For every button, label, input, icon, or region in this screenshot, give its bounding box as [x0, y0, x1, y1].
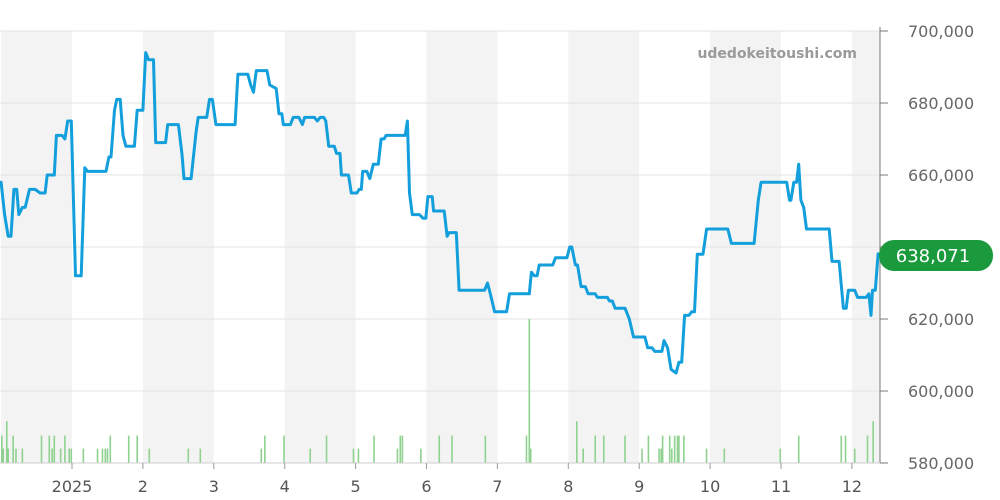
current-value-label: 638,071 [896, 246, 970, 267]
y-tick-label: 660,000 [908, 166, 974, 185]
x-tick-label: 2 [138, 477, 148, 496]
x-tick-label: 2025 [52, 477, 93, 496]
x-tick-label: 3 [209, 477, 219, 496]
x-tick-label: 7 [492, 477, 502, 496]
y-tick-label: 600,000 [908, 382, 974, 401]
volume-bars [1, 319, 874, 463]
x-tick-label: 12 [842, 477, 862, 496]
y-tick-label: 580,000 [908, 454, 974, 473]
price-series [0, 51, 880, 375]
x-tick-label: 9 [634, 477, 644, 496]
y-tick-label: 680,000 [908, 94, 974, 113]
gridlines [0, 30, 880, 464]
current-value-badge-bg [879, 240, 993, 271]
watermark: udedokeitoushi.com [697, 46, 857, 62]
y-tick-label: 620,000 [908, 310, 974, 329]
x-tick-label: 6 [421, 477, 431, 496]
x-tick-label: 8 [563, 477, 573, 496]
x-axis: 2025 2 3 4 5 6 7 8 9 10 11 12 [0, 462, 880, 496]
y-tick-label: 700,000 [908, 22, 974, 41]
x-tick-label: 4 [280, 477, 290, 496]
x-tick-label: 5 [351, 477, 361, 496]
price-line [0, 51, 880, 375]
x-tick-label: 10 [700, 477, 720, 496]
x-tick-label: 11 [771, 477, 791, 496]
current-value-badge: 638,071 [879, 240, 993, 271]
